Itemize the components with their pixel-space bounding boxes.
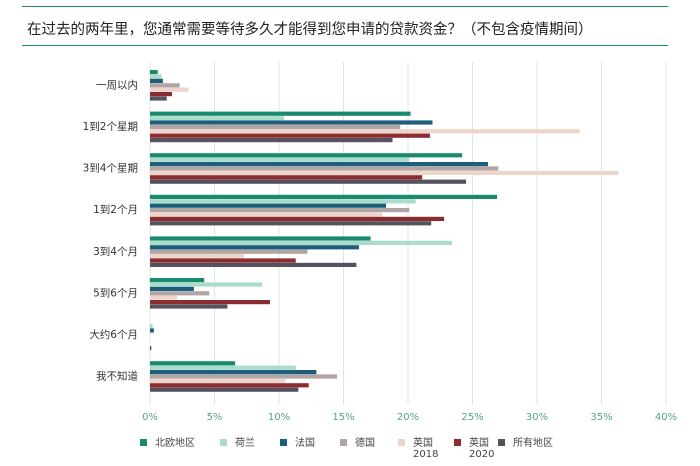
category-label: 大约6个月 — [89, 328, 138, 341]
legend-swatch — [398, 439, 405, 446]
bar — [150, 361, 236, 366]
bar — [150, 324, 153, 329]
bar — [150, 153, 463, 158]
bar — [150, 175, 423, 180]
bar — [150, 245, 359, 250]
legend-label: 英国 2018 — [413, 438, 439, 460]
bar — [150, 378, 286, 383]
bar — [150, 166, 499, 171]
x-tick-label: 25% — [461, 412, 483, 423]
legend-item: 英国 2020 — [454, 438, 494, 460]
bar — [150, 120, 433, 125]
bar — [150, 282, 263, 287]
legend-item: 荷兰 — [220, 438, 255, 449]
legend-item: 北欧地区 — [140, 438, 195, 449]
category-label: 一周以内 — [96, 78, 138, 91]
bar — [150, 203, 387, 208]
bar — [150, 278, 205, 283]
legend-label: 北欧地区 — [155, 438, 195, 449]
x-tick-label: 15% — [332, 412, 354, 423]
bar — [150, 254, 245, 259]
legend-item: 法国 — [280, 438, 315, 449]
bar — [150, 208, 410, 213]
bar — [150, 133, 430, 138]
bar — [150, 83, 180, 88]
category-label: 1到2个月 — [93, 204, 138, 216]
legend-swatch — [140, 439, 147, 446]
bar — [150, 116, 285, 121]
bar — [150, 162, 488, 167]
bar — [150, 124, 401, 129]
bar — [150, 221, 432, 226]
legend-label: 德国 — [355, 438, 375, 449]
bar — [150, 236, 371, 241]
bar — [150, 212, 383, 217]
category-label: 3到4个星期 — [83, 163, 138, 175]
legend-label: 英国 2020 — [469, 438, 495, 460]
bar — [150, 138, 393, 143]
legend-label: 荷兰 — [235, 438, 255, 449]
bar — [150, 74, 162, 79]
bar — [150, 170, 619, 175]
bar — [150, 370, 317, 375]
x-tick-label: 5% — [207, 412, 223, 423]
legend-label: 法国 — [295, 438, 315, 449]
x-tick-label: 30% — [526, 412, 548, 423]
bar — [150, 300, 270, 305]
bar — [150, 240, 452, 245]
legend-swatch — [220, 439, 227, 446]
legend-swatch — [454, 439, 461, 446]
bar — [150, 249, 308, 254]
bar — [150, 304, 228, 309]
bar — [150, 346, 152, 351]
bar — [150, 199, 416, 204]
x-tick-label: 10% — [268, 412, 290, 423]
bar — [150, 328, 154, 333]
legend-swatch — [280, 439, 287, 446]
bar — [150, 96, 167, 101]
bar — [150, 262, 357, 267]
legend-label: 所有地区 — [513, 438, 553, 449]
x-tick-label: 20% — [397, 412, 419, 423]
bar — [150, 157, 410, 162]
title-rule — [22, 45, 668, 46]
bar — [150, 286, 194, 291]
bar — [150, 92, 172, 97]
bar — [150, 87, 189, 92]
bar — [150, 216, 445, 221]
legend-item: 德国 — [340, 438, 375, 449]
category-label: 我不知道 — [96, 370, 138, 383]
bar — [150, 387, 299, 392]
bar — [150, 291, 210, 296]
top-rule — [22, 6, 668, 7]
category-label: 1到2个星期 — [83, 121, 138, 133]
bar — [150, 365, 296, 370]
bar — [150, 179, 467, 184]
category-label: 3到4个月 — [93, 246, 138, 258]
x-tick-label: 40% — [655, 412, 677, 423]
bar — [150, 295, 178, 300]
bar — [150, 129, 580, 134]
legend-item: 所有地区 — [498, 438, 553, 449]
bar — [150, 374, 338, 379]
bar — [150, 258, 296, 263]
bar — [150, 78, 163, 83]
bar — [150, 383, 309, 388]
x-tick-label: 0% — [142, 412, 158, 423]
chart-title: 在过去的两年里，您通常需要等待多久才能得到您申请的贷款资金？（不包含疫情期间） — [27, 22, 593, 38]
bar — [150, 111, 411, 116]
legend-swatch — [498, 439, 505, 446]
bar — [150, 70, 158, 75]
legend-swatch — [340, 439, 347, 446]
bar — [150, 194, 498, 199]
x-tick-label: 35% — [590, 412, 612, 423]
legend-item: 英国 2018 — [398, 438, 438, 460]
category-label: 5到6个月 — [93, 287, 138, 299]
